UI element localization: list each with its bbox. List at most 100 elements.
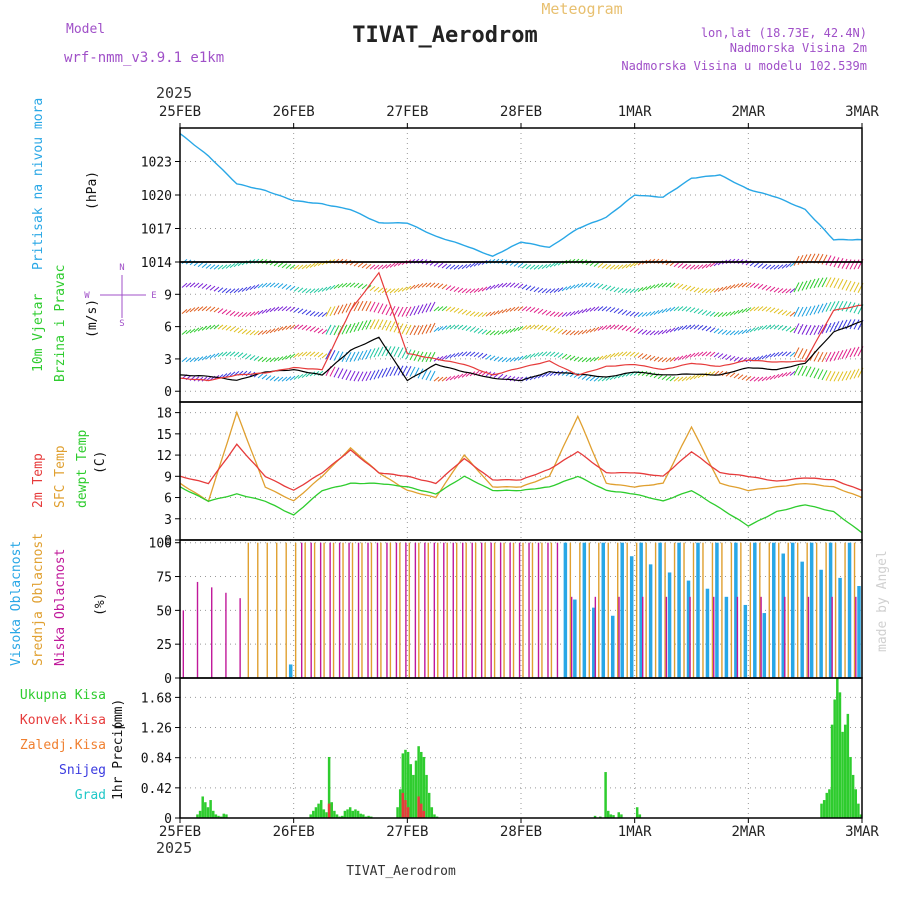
wind-barb [473,287,480,293]
total-precip-bar [417,746,420,818]
wind-barb [389,288,396,294]
wind-barb [777,351,784,357]
wind-barb [481,312,488,318]
wind-barb [269,307,276,313]
total-precip-bar [367,815,370,818]
wind-barb [817,303,824,314]
wind-barb [445,354,452,360]
wind-barb [425,302,432,313]
low-cloud-bar [239,598,241,678]
wind-barb [585,357,592,363]
mid-cloud-bar [569,542,572,678]
wind-barb [457,324,464,330]
wind-barb [313,262,320,267]
wind-barb [761,376,768,382]
low-cloud-bar [618,596,620,678]
mid-cloud-bar [692,542,695,678]
wind-barb [717,312,724,318]
y-tick-label: 12 [156,449,172,464]
low-cloud-bar [225,592,227,678]
wind-barb [461,264,468,270]
wind-barb [373,264,380,270]
low-cloud-bar [713,596,715,678]
mid-cloud-bar [664,542,666,678]
wind-barb [577,357,584,362]
high-cloud-bar [601,542,606,678]
wind-barb [501,329,508,335]
precip-bars [196,678,863,818]
wind-barb [617,324,624,330]
wind-barb [453,264,460,270]
wind-barb [353,371,360,382]
wind-barb [633,352,640,358]
low-cloud-bar [367,542,369,678]
wind-barb [649,310,656,316]
wind-barb [621,351,628,357]
wind-barb [813,368,820,379]
total-precip-bar [846,713,850,818]
wind-barb [353,351,360,362]
wind-barb [449,286,456,292]
temp2m-label: 2m Temp [31,453,46,508]
wind-barb [465,310,472,316]
low-cloud-bar [357,542,360,678]
wind-barb [545,288,552,294]
total-precip-bar [354,809,357,818]
wind-ylabel-line2: Brzina i Pravac [53,265,68,382]
wind-barb [437,376,444,382]
wind-barb [589,376,596,382]
wind-barb [745,307,752,313]
wind-barb [649,330,656,336]
wind-barb [745,282,752,288]
wind-barb [817,324,824,335]
wind-barb [677,325,684,331]
wind-barb [369,319,376,330]
wind-barb [257,373,264,379]
wind-barb [649,372,656,378]
wind-barb [229,263,236,269]
mid-cloud-bar [351,542,354,678]
high-cloud-bar [838,577,842,678]
wind-barb [853,368,860,379]
wind-barb [837,278,844,289]
y-tick-label: 1.68 [141,691,172,706]
wind-barb [285,284,292,290]
wind-barb [301,325,308,331]
wind-barb [425,323,432,334]
wind-barb [753,376,760,382]
wind-barb [777,264,784,270]
wind-barb [329,325,336,336]
wind-barb [789,288,796,294]
total-precip-bar [214,814,218,818]
wind-barb [705,288,712,294]
wind-barb [797,324,804,335]
wind-barb [181,329,188,335]
wind-barb [705,326,712,332]
wind-barb [189,282,196,288]
y-tick-label: 0 [164,385,172,400]
total-precip-bar [859,814,863,818]
wind-barb [821,370,828,381]
high-cloud-bar [582,542,587,678]
high-cloud-bar [734,542,738,678]
wind-barb [717,329,724,335]
total-precip-bar [830,724,834,818]
wind-barb [417,304,424,315]
wind-barb [853,259,860,270]
wind-barb [689,375,696,381]
wind-barb [809,305,816,316]
wind-barb [813,278,820,289]
station-height-label: Nadmorska Visina 2m [730,41,867,55]
wind-barb [485,311,492,317]
mid-cloud-bar [768,542,770,678]
low-cloud-bar [547,542,549,678]
cloud-units: (%) [93,593,108,616]
wind-barb [797,254,804,266]
wind-barb [365,349,372,360]
y-tick-label: 100 [149,537,172,552]
wind-barb [357,350,364,361]
wind-barb [529,264,536,270]
wind-barb [485,354,492,360]
wind-barb [473,261,480,267]
mid-cloud-bar [247,542,250,678]
